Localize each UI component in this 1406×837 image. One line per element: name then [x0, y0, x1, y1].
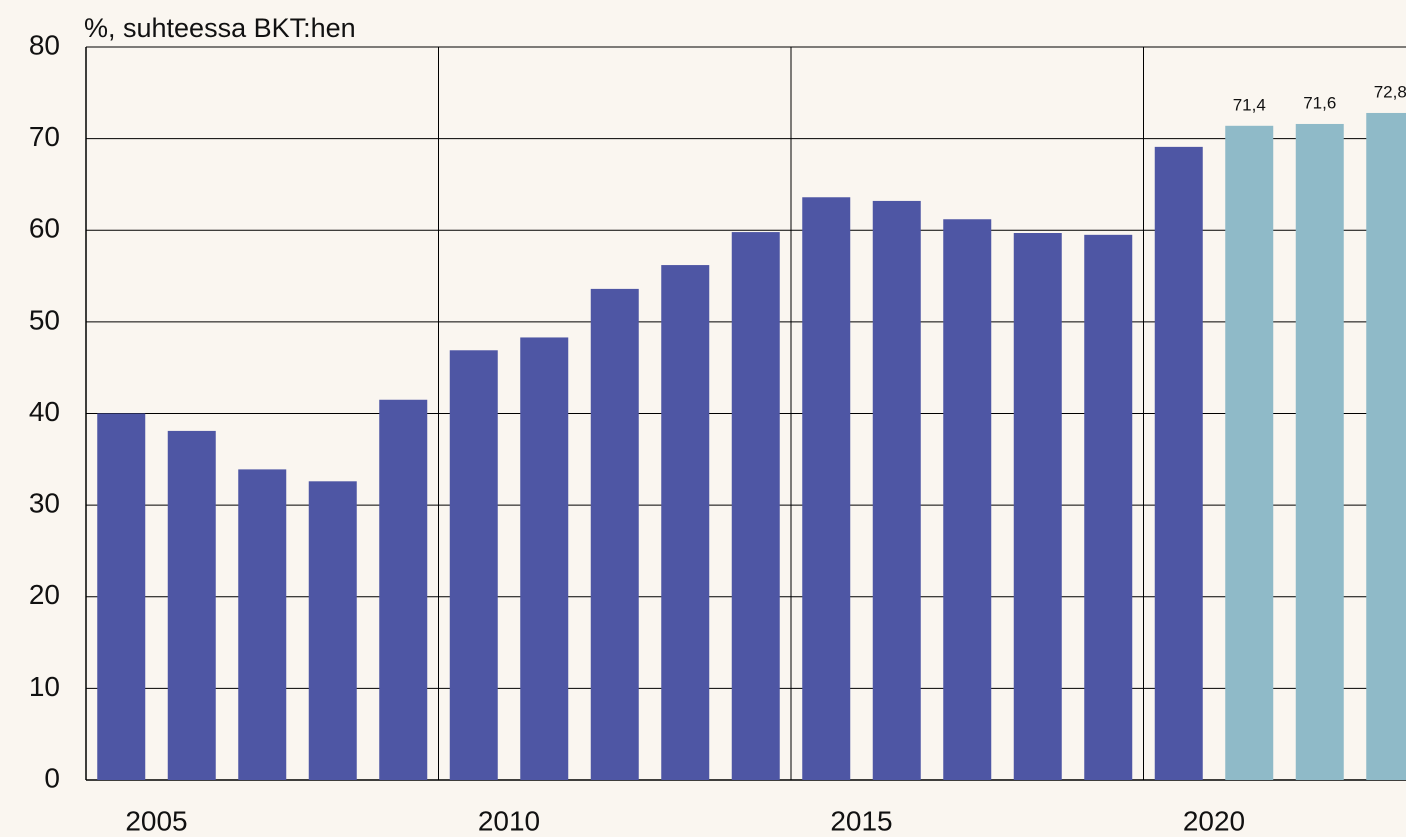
y-axis-label: %, suhteessa BKT:hen: [84, 13, 356, 43]
bar: [1225, 125, 1274, 781]
x-tick-label: 2015: [830, 805, 892, 836]
bar: [449, 350, 498, 780]
y-tick-label: 60: [29, 213, 60, 244]
y-tick-label: 20: [29, 579, 60, 610]
bar: [943, 219, 992, 780]
y-tick-label: 70: [29, 121, 60, 152]
bar: [97, 413, 146, 780]
bar: [1154, 146, 1203, 781]
y-tick-label: 10: [29, 671, 60, 702]
y-tick-label: 40: [29, 396, 60, 427]
x-tick-label: 2010: [478, 805, 540, 836]
bar: [238, 469, 287, 780]
bar: [1084, 234, 1133, 781]
x-tick-label: 2020: [1183, 805, 1245, 836]
value-label: 71,4: [1233, 95, 1266, 114]
y-tick-label: 80: [29, 29, 60, 60]
bar: [520, 337, 569, 780]
bar: [1295, 123, 1344, 781]
bar: [731, 232, 780, 780]
bar: [802, 197, 851, 780]
bar: [661, 265, 710, 780]
value-label: 71,6: [1303, 93, 1336, 112]
y-tick-label: 50: [29, 304, 60, 335]
value-label: 72,8: [1374, 82, 1406, 101]
bar: [1366, 112, 1406, 781]
bar: [379, 399, 428, 780]
bar: [167, 430, 216, 780]
y-tick-label: 0: [44, 762, 60, 793]
y-tick-label: 30: [29, 488, 60, 519]
x-tick-label: 2005: [125, 805, 187, 836]
bar: [308, 481, 357, 780]
bar: [872, 200, 921, 780]
bar: [590, 288, 639, 780]
bar: [1013, 232, 1062, 780]
